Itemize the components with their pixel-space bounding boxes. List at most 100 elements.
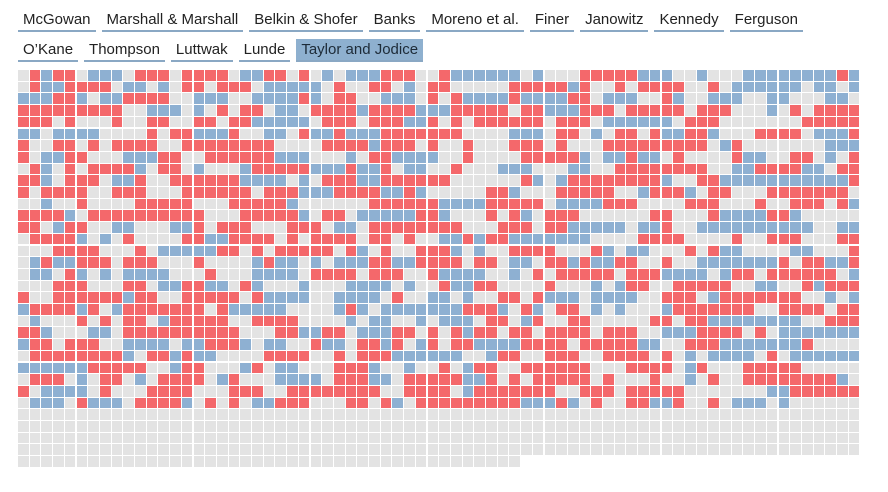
grid-square[interactable]	[170, 210, 181, 222]
grid-square[interactable]	[579, 140, 591, 151]
grid-square[interactable]	[216, 444, 228, 456]
grid-square[interactable]	[369, 105, 380, 116]
grid-square[interactable]	[567, 81, 579, 93]
grid-square[interactable]	[216, 257, 228, 268]
grid-square[interactable]	[532, 163, 544, 175]
grid-square[interactable]	[684, 350, 696, 362]
grid-square[interactable]	[603, 444, 614, 456]
grid-square[interactable]	[544, 187, 556, 198]
grid-square[interactable]	[696, 315, 708, 327]
grid-square[interactable]	[228, 362, 240, 374]
grid-square[interactable]	[731, 362, 743, 374]
grid-square[interactable]	[579, 257, 591, 268]
grid-square[interactable]	[18, 140, 29, 151]
grid-square[interactable]	[755, 315, 766, 327]
grid-square[interactable]	[333, 140, 345, 151]
grid-square[interactable]	[626, 70, 638, 81]
grid-square[interactable]	[521, 116, 532, 128]
grid-square[interactable]	[708, 175, 719, 186]
grid-square[interactable]	[462, 421, 474, 432]
grid-square[interactable]	[415, 432, 427, 444]
grid-square[interactable]	[766, 81, 778, 93]
grid-square[interactable]	[298, 222, 310, 233]
grid-square[interactable]	[801, 280, 813, 292]
grid-square[interactable]	[135, 362, 146, 374]
grid-square[interactable]	[345, 210, 357, 222]
grid-square[interactable]	[743, 444, 755, 456]
grid-square[interactable]	[684, 292, 696, 303]
grid-square[interactable]	[181, 327, 193, 339]
grid-square[interactable]	[673, 421, 684, 432]
grid-square[interactable]	[252, 210, 263, 222]
grid-square[interactable]	[123, 409, 134, 420]
grid-square[interactable]	[345, 233, 357, 245]
grid-square[interactable]	[837, 140, 848, 151]
grid-square[interactable]	[755, 421, 766, 432]
grid-square[interactable]	[450, 245, 462, 257]
grid-square[interactable]	[287, 140, 298, 151]
grid-square[interactable]	[720, 315, 731, 327]
grid-square[interactable]	[53, 374, 64, 385]
grid-square[interactable]	[170, 151, 181, 163]
grid-square[interactable]	[392, 105, 404, 116]
grid-square[interactable]	[357, 292, 368, 303]
grid-square[interactable]	[731, 350, 743, 362]
grid-square[interactable]	[64, 210, 76, 222]
grid-square[interactable]	[275, 163, 287, 175]
grid-square[interactable]	[556, 128, 567, 140]
grid-square[interactable]	[333, 93, 345, 105]
grid-square[interactable]	[579, 339, 591, 350]
grid-square[interactable]	[778, 233, 790, 245]
grid-square[interactable]	[661, 81, 673, 93]
grid-square[interactable]	[380, 187, 392, 198]
grid-square[interactable]	[649, 444, 661, 456]
grid-square[interactable]	[684, 245, 696, 257]
grid-square[interactable]	[275, 385, 287, 397]
grid-square[interactable]	[532, 315, 544, 327]
grid-square[interactable]	[252, 70, 263, 81]
grid-square[interactable]	[825, 245, 836, 257]
grid-square[interactable]	[345, 374, 357, 385]
grid-square[interactable]	[509, 140, 521, 151]
grid-square[interactable]	[99, 222, 111, 233]
grid-square[interactable]	[99, 93, 111, 105]
grid-square[interactable]	[18, 187, 29, 198]
grid-square[interactable]	[708, 280, 719, 292]
grid-square[interactable]	[369, 257, 380, 268]
grid-square[interactable]	[263, 187, 275, 198]
tab-marshall-marshall[interactable]: Marshall & Marshall	[101, 9, 244, 32]
grid-square[interactable]	[287, 175, 298, 186]
grid-square[interactable]	[755, 128, 766, 140]
grid-square[interactable]	[720, 105, 731, 116]
grid-square[interactable]	[462, 128, 474, 140]
grid-square[interactable]	[345, 257, 357, 268]
grid-square[interactable]	[591, 432, 602, 444]
grid-square[interactable]	[521, 292, 532, 303]
grid-square[interactable]	[439, 421, 450, 432]
grid-square[interactable]	[556, 93, 567, 105]
grid-square[interactable]	[76, 163, 88, 175]
grid-square[interactable]	[532, 187, 544, 198]
grid-square[interactable]	[521, 385, 532, 397]
grid-square[interactable]	[439, 350, 450, 362]
grid-square[interactable]	[392, 304, 404, 315]
grid-square[interactable]	[825, 175, 836, 186]
grid-square[interactable]	[64, 81, 76, 93]
grid-square[interactable]	[181, 210, 193, 222]
grid-square[interactable]	[649, 105, 661, 116]
grid-square[interactable]	[778, 339, 790, 350]
grid-square[interactable]	[614, 187, 626, 198]
grid-square[interactable]	[450, 163, 462, 175]
grid-square[interactable]	[333, 409, 345, 420]
grid-square[interactable]	[755, 233, 766, 245]
grid-square[interactable]	[825, 140, 836, 151]
grid-square[interactable]	[146, 362, 158, 374]
grid-square[interactable]	[673, 233, 684, 245]
grid-square[interactable]	[591, 362, 602, 374]
grid-square[interactable]	[673, 245, 684, 257]
grid-square[interactable]	[450, 444, 462, 456]
grid-square[interactable]	[837, 374, 848, 385]
grid-square[interactable]	[427, 175, 439, 186]
grid-square[interactable]	[708, 268, 719, 280]
grid-square[interactable]	[205, 210, 216, 222]
